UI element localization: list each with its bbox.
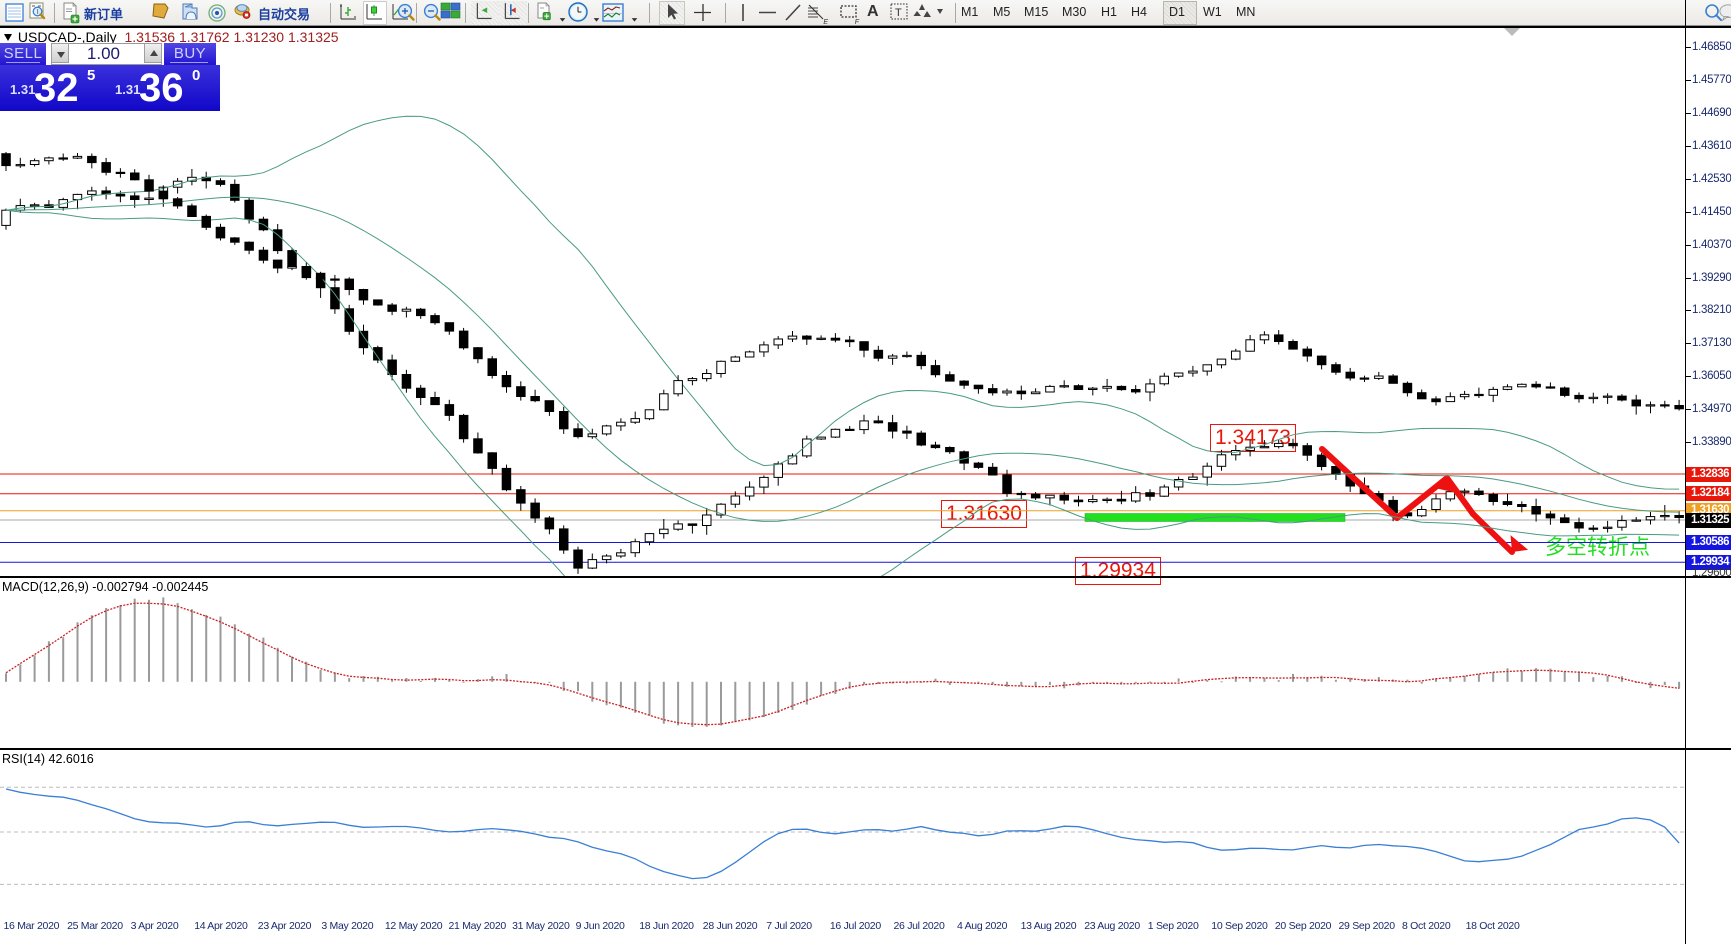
svg-text:T: T bbox=[895, 7, 902, 19]
